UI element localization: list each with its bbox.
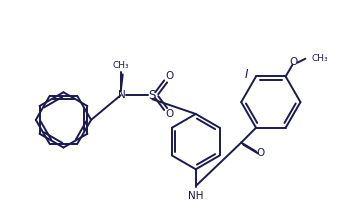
Text: CH₃: CH₃ [112, 61, 129, 69]
Text: O: O [165, 109, 173, 119]
Text: NH: NH [188, 191, 204, 201]
Text: N: N [118, 90, 126, 100]
Text: S: S [149, 89, 156, 102]
Text: I: I [245, 68, 248, 81]
Text: O: O [289, 57, 297, 67]
Text: CH₃: CH₃ [311, 54, 328, 63]
Text: O: O [165, 71, 173, 81]
Text: O: O [257, 149, 265, 159]
